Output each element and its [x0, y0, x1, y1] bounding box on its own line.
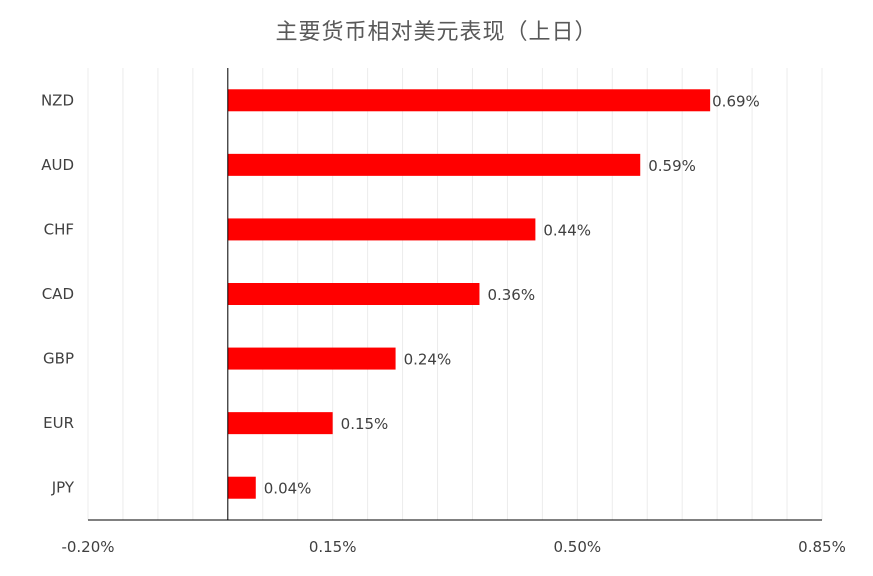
chart-title: 主要货币相对美元表现（上日）	[275, 20, 598, 45]
category-label-gbp: GBP	[43, 350, 74, 368]
data-label-gbp: 0.24%	[404, 351, 452, 369]
category-label-nzd: NZD	[41, 91, 74, 109]
data-label-jpy: 0.04%	[264, 480, 312, 498]
bar-jpy	[227, 476, 256, 499]
x-tick-label: -0.20%	[61, 538, 114, 556]
category-label-jpy: JPY	[51, 479, 75, 497]
category-label-eur: EUR	[43, 414, 74, 432]
bar-eur	[227, 412, 333, 435]
category-label-aud: AUD	[41, 156, 74, 174]
data-label-cad: 0.36%	[487, 286, 535, 304]
data-label-chf: 0.44%	[543, 221, 591, 239]
data-label-aud: 0.59%	[648, 157, 696, 175]
axes-layer	[88, 68, 822, 521]
category-label-chf: CHF	[44, 220, 74, 238]
x-tick-label: 0.15%	[309, 538, 357, 556]
bar-chf	[227, 218, 536, 241]
x-tick-label: 0.85%	[798, 538, 846, 556]
bar-gbp	[227, 347, 396, 370]
data-label-nzd: 0.69%	[712, 92, 760, 110]
labels-layer: NZD 0.69% AUD 0.59% CHF 0.44% CAD 0.36% GBP 0.24%…	[41, 91, 846, 556]
category-label-cad: CAD	[42, 285, 74, 303]
bar-nzd	[227, 89, 711, 112]
data-label-eur: 0.15%	[341, 415, 389, 433]
x-tick-label: 0.50%	[554, 538, 602, 556]
bar-aud	[227, 153, 641, 176]
bars-layer	[227, 89, 711, 499]
bar-cad	[227, 283, 480, 305]
